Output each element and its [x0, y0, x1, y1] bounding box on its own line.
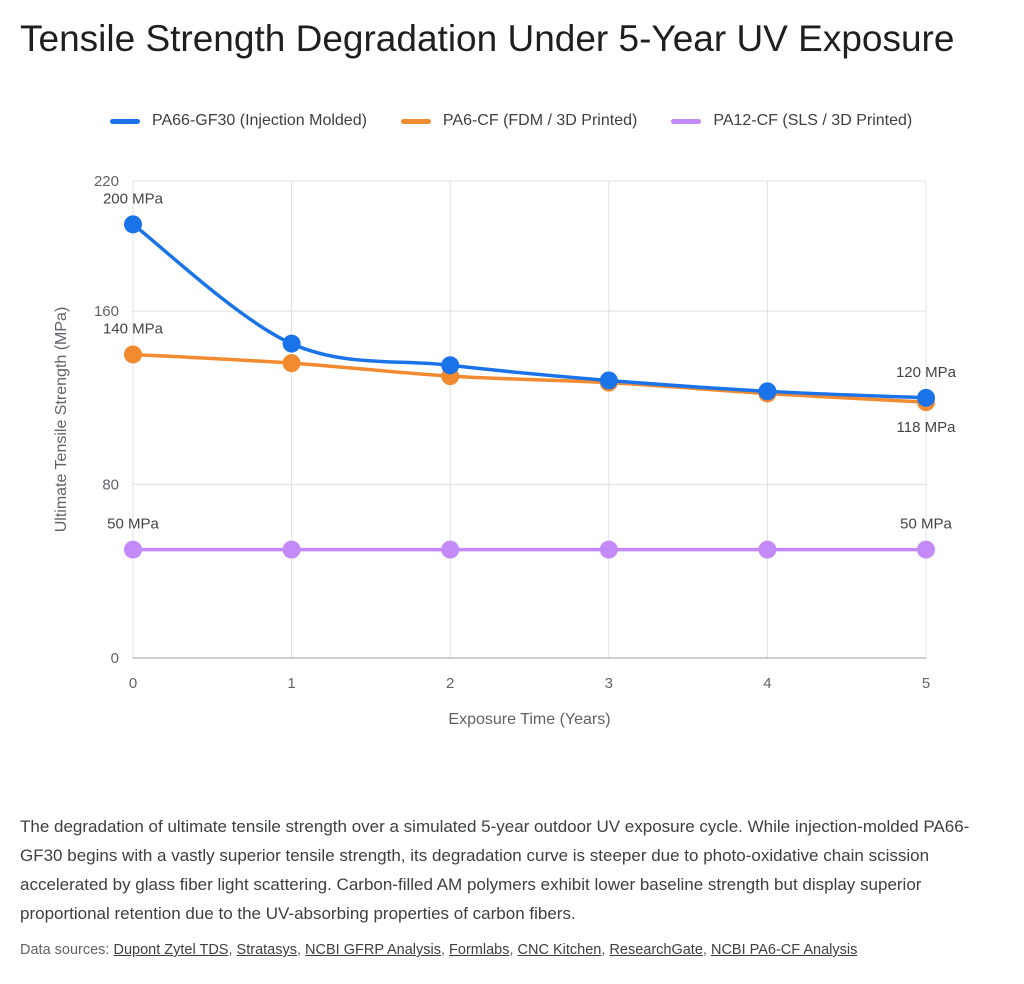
source-link-cnc-kitchen[interactable]: CNC Kitchen	[517, 942, 602, 958]
x-tick-label: 2	[446, 675, 454, 692]
data-point	[282, 334, 301, 353]
x-tick-label: 4	[763, 675, 771, 692]
y-tick-label: 0	[111, 650, 119, 667]
chart-series	[124, 215, 935, 559]
legend-label-pa12-cf: PA12-CF (SLS / 3D Printed)	[713, 112, 913, 129]
data-point	[917, 388, 935, 407]
legend-swatch-pa6-cf	[400, 118, 431, 124]
data-label: 50 MPa	[900, 516, 952, 533]
data-point	[124, 215, 142, 234]
data-point	[599, 371, 618, 390]
source-link-ncbi-gfrp[interactable]: NCBI GFRP Analysis	[305, 942, 441, 958]
y-tick-label: 80	[102, 477, 119, 494]
data-point	[124, 345, 142, 364]
chart-legend: PA66-GF30 (Injection Molded) PA6-CF (FDM…	[110, 112, 912, 130]
y-tick-label: 160	[94, 303, 119, 320]
data-point	[441, 356, 460, 375]
series-line	[131, 352, 928, 404]
source-link-researchgate[interactable]: ResearchGate	[609, 942, 703, 958]
legend-item-pa12-cf[interactable]: PA12-CF (SLS / 3D Printed)	[671, 112, 912, 130]
data-point	[599, 540, 618, 559]
chart-grid	[132, 180, 927, 659]
y-tick-label: 220	[94, 173, 119, 190]
data-label: 200 MPa	[103, 190, 164, 207]
legend-swatch-pa12-cf	[671, 118, 702, 124]
data-label: 50 MPa	[107, 516, 159, 533]
chart-title: Tensile Strength Degradation Under 5-Yea…	[20, 18, 955, 59]
data-label: 120 MPa	[896, 364, 957, 381]
x-tick-label: 5	[922, 675, 930, 692]
x-axis-title: Exposure Time (Years)	[448, 711, 610, 728]
line-chart: 0 80 160 220 0 1 2 3 4 5 Exposure Time (Years) Ulti…	[53, 173, 957, 728]
chart-data-labels: 50 MPa 50 MPa 140 MPa 118 MPa 200 MPa 120 MPa	[103, 190, 957, 532]
source-link-formlabs[interactable]: Formlabs	[449, 942, 510, 958]
source-link-dupont[interactable]: Dupont Zytel TDS	[113, 942, 229, 958]
y-axis-title: Ultimate Tensile Strength (MPa)	[53, 307, 70, 533]
legend-swatch-pa66	[110, 118, 140, 124]
data-point	[917, 540, 935, 559]
data-point	[441, 540, 460, 559]
data-label: 140 MPa	[103, 320, 164, 337]
x-tick-label: 0	[129, 675, 137, 692]
chart-caption: The degradation of ultimate tensile stre…	[20, 817, 970, 923]
x-tick-label: 3	[605, 675, 613, 692]
data-point	[282, 540, 301, 559]
data-point	[124, 540, 142, 559]
chart-axes: 0 80 160 220 0 1 2 3 4 5 Exposure Time (Years) Ulti…	[53, 173, 930, 728]
legend-label-pa6-cf: PA6-CF (FDM / 3D Printed)	[442, 112, 638, 129]
source-link-stratasys[interactable]: Stratasys	[236, 942, 297, 958]
data-label: 118 MPa	[897, 419, 957, 436]
sources-prefix: Data sources:	[20, 942, 110, 958]
series-line	[131, 222, 928, 400]
legend-item-pa66[interactable]: PA66-GF30 (Injection Molded)	[110, 112, 367, 130]
data-sources: Data sources: Dupont Zytel TDS, Stratasy…	[20, 942, 858, 958]
legend-item-pa6-cf[interactable]: PA6-CF (FDM / 3D Printed)	[400, 112, 638, 130]
legend-label-pa66: PA66-GF30 (Injection Molded)	[152, 112, 367, 129]
data-point	[758, 540, 777, 559]
data-point	[282, 354, 301, 373]
data-point	[758, 382, 777, 401]
source-link-ncbi-pa6-cf[interactable]: NCBI PA6-CF Analysis	[710, 942, 858, 958]
x-tick-label: 1	[287, 675, 295, 692]
